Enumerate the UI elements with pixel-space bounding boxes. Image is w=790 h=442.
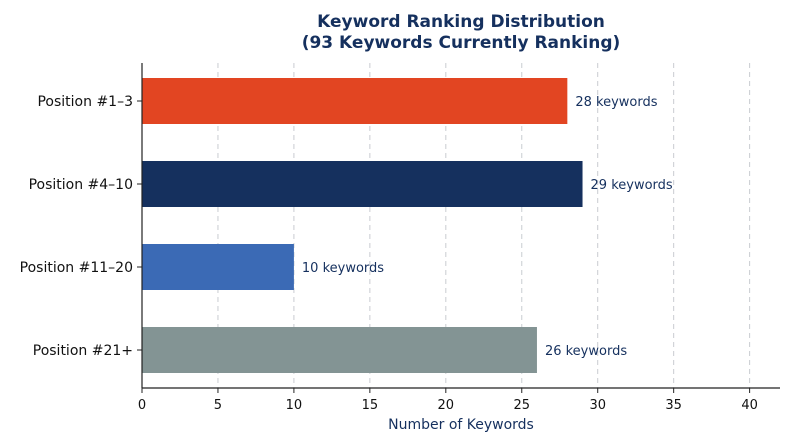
x-tick-label: 10 xyxy=(286,398,303,413)
category-label: Position #1–3 xyxy=(37,94,133,110)
x-tick-label: 30 xyxy=(589,398,606,413)
bars: 28 keywords 29 keywords 10 keywords 26 keyw… xyxy=(142,78,673,373)
bar-value-label: 10 keywords xyxy=(302,261,384,276)
x-axis-label: Number of Keywords xyxy=(388,417,534,433)
bar xyxy=(142,161,583,207)
bar-value-label: 26 keywords xyxy=(545,344,627,359)
x-tick-label: 15 xyxy=(362,398,379,413)
x-tick-label: 35 xyxy=(665,398,682,413)
bar xyxy=(142,78,568,124)
bar xyxy=(142,327,537,373)
x-tick-label: 0 xyxy=(138,398,146,413)
bar-value-label: 28 keywords xyxy=(575,95,657,110)
category-label: Position #21+ xyxy=(33,343,133,359)
bar xyxy=(142,244,294,290)
y-categories: Position #1–3 Position #4–10 Position #11–… xyxy=(20,94,142,359)
x-ticks: 0 5 10 15 20 25 30 35 40 xyxy=(138,388,758,413)
x-tick-label: 5 xyxy=(214,398,222,413)
chart-title-line2: (93 Keywords Currently Ranking) xyxy=(302,33,621,53)
x-tick-label: 20 xyxy=(438,398,455,413)
x-tick-label: 25 xyxy=(513,398,530,413)
x-tick-label: 40 xyxy=(741,398,758,413)
bar-value-label: 29 keywords xyxy=(591,178,673,193)
chart-title-line1: Keyword Ranking Distribution xyxy=(317,12,605,32)
category-label: Position #4–10 xyxy=(29,177,133,193)
category-label: Position #11–20 xyxy=(20,260,133,276)
